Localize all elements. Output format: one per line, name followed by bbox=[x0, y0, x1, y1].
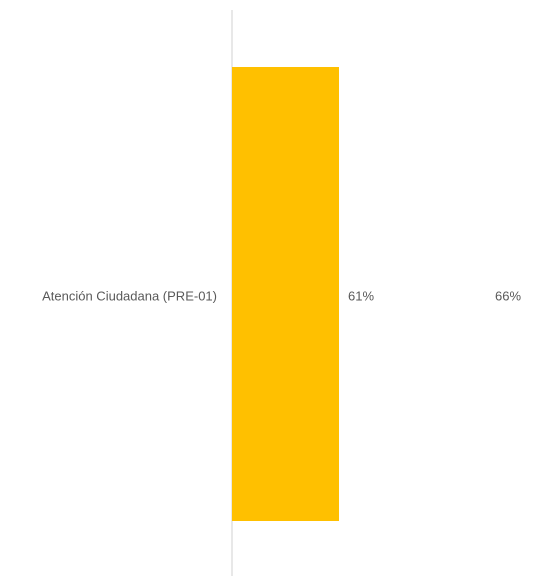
plot-area: Atención Ciudadana (PRE-01) 61% 66% bbox=[42, 10, 521, 576]
category-label-0: Atención Ciudadana (PRE-01) bbox=[42, 288, 217, 303]
data-label-0: 61% bbox=[348, 288, 374, 303]
data-label-1: 66% bbox=[495, 288, 521, 303]
bar-0 bbox=[232, 67, 339, 521]
